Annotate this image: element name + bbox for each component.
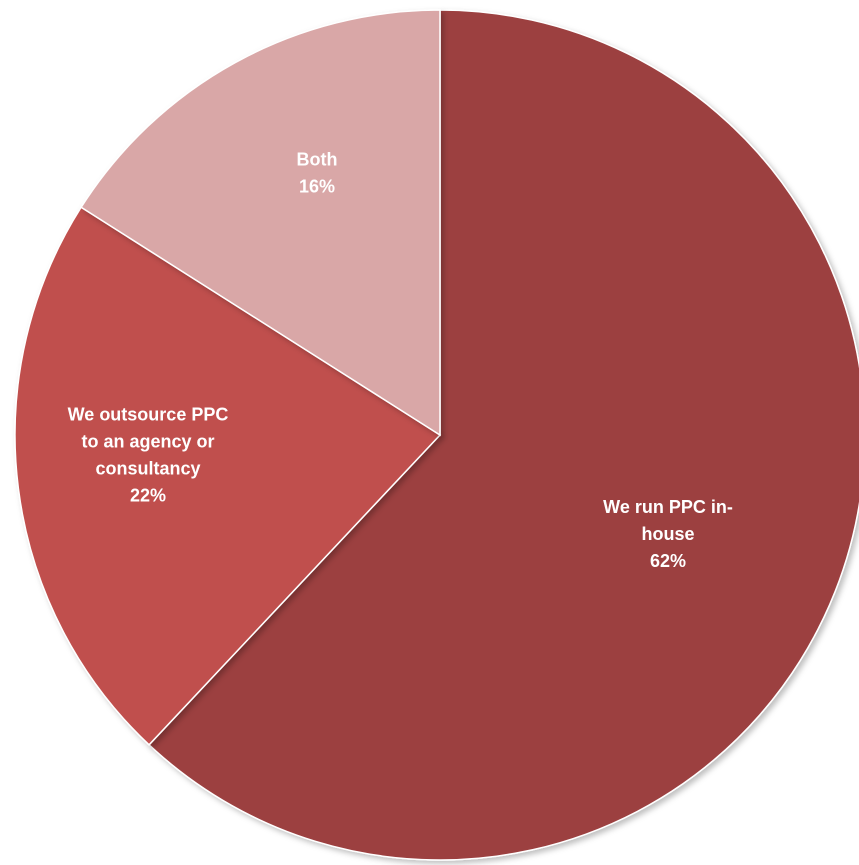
slice-label-0: We run PPC in-house 62% xyxy=(603,497,733,571)
pie-labels: We run PPC in-house 62% We outsource PPC to… xyxy=(68,150,733,572)
pie-slices xyxy=(14,9,859,861)
slice-label-1: We outsource PPC to an agency or consultan… xyxy=(68,405,229,506)
slice-value-label: 62% xyxy=(650,551,686,571)
slice-category-label: We run PPC in- xyxy=(603,497,733,517)
pie-slice-2 xyxy=(80,9,441,437)
slice-category-label: consultancy xyxy=(95,459,200,479)
pie-slice-1 xyxy=(14,206,442,746)
slice-value-label: 16% xyxy=(299,177,335,197)
pie-slice-0 xyxy=(148,9,859,861)
slice-category-label: house xyxy=(641,524,694,544)
slice-category-label: to an agency or xyxy=(81,432,214,452)
slice-label-2: Both 16% xyxy=(297,150,338,197)
slice-category-label: Both xyxy=(297,150,338,170)
slice-category-label: We outsource PPC xyxy=(68,405,229,425)
slice-value-label: 22% xyxy=(130,486,166,506)
